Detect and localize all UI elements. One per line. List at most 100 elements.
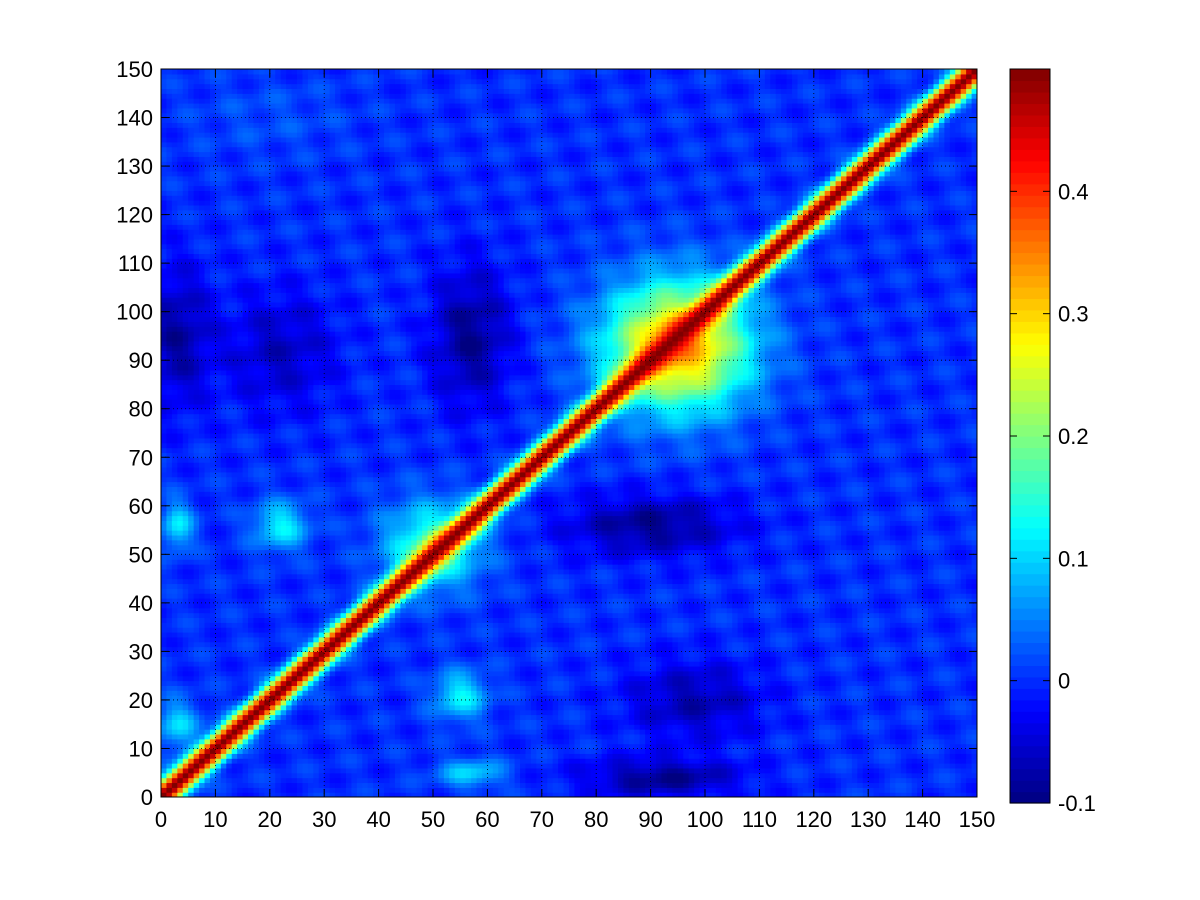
heatmap-cell [558, 768, 564, 773]
heatmap-cell [330, 729, 336, 734]
heatmap-cell [428, 758, 434, 763]
heatmap-cell [335, 778, 341, 783]
heatmap-cell [487, 773, 493, 778]
heatmap-cell [302, 773, 308, 778]
heatmap-cell [346, 773, 352, 778]
heatmap-cell [955, 744, 961, 749]
heatmap-cell [504, 734, 510, 739]
heatmap-cell [672, 768, 678, 773]
heatmap-cell [341, 739, 347, 744]
heatmap-cell [471, 758, 477, 763]
heatmap-cell [226, 748, 232, 753]
heatmap-cell [232, 753, 238, 758]
heatmap-cell [335, 739, 341, 744]
heatmap-cell [640, 734, 646, 739]
heatmap-cell [765, 768, 771, 773]
heatmap-cell [493, 768, 499, 773]
heatmap-cell [194, 758, 200, 763]
heatmap-cell [683, 778, 689, 783]
heatmap-cell [585, 763, 591, 768]
heatmap-cell [455, 753, 461, 758]
heatmap-cell [368, 734, 374, 739]
heatmap-cell [221, 729, 227, 734]
heatmap-cell [721, 758, 727, 763]
heatmap-cell [395, 734, 401, 739]
heatmap-cell [531, 768, 537, 773]
heatmap-cell [852, 763, 858, 768]
heatmap-cell [330, 758, 336, 763]
heatmap-cell [525, 729, 531, 734]
heatmap-cell [422, 787, 428, 792]
heatmap-cell [678, 778, 684, 783]
heatmap-cell [607, 748, 613, 753]
heatmap-cell [623, 778, 629, 783]
heatmap-cell [438, 763, 444, 768]
heatmap-cell [596, 787, 602, 792]
heatmap-cell [292, 758, 298, 763]
heatmap-cell [395, 748, 401, 753]
heatmap-cell [477, 739, 483, 744]
heatmap-cell [933, 787, 939, 792]
heatmap-cell [944, 763, 950, 768]
heatmap-cell [292, 773, 298, 778]
heatmap-cell [542, 758, 548, 763]
heatmap-cell [629, 782, 635, 787]
heatmap-cell [656, 753, 662, 758]
heatmap-cell [205, 763, 211, 768]
heatmap-cell [183, 734, 189, 739]
heatmap-cell [885, 739, 891, 744]
heatmap-cell [868, 748, 874, 753]
heatmap-cell [651, 787, 657, 792]
heatmap-cell [379, 753, 385, 758]
heatmap-cell [830, 773, 836, 778]
heatmap-cell [199, 744, 205, 749]
heatmap-cell [961, 782, 967, 787]
heatmap-cell [667, 753, 673, 758]
heatmap-cell [765, 758, 771, 763]
heatmap-cell [944, 739, 950, 744]
heatmap-cell [890, 773, 896, 778]
heatmap-cell [313, 768, 319, 773]
heatmap-cell [199, 763, 205, 768]
heatmap-cell [966, 782, 972, 787]
heatmap-cell [177, 734, 183, 739]
heatmap-cell [400, 739, 406, 744]
heatmap-cell [874, 744, 880, 749]
heatmap-cell [205, 748, 211, 753]
heatmap-cell [547, 744, 553, 749]
heatmap-cell [542, 748, 548, 753]
heatmap-cell [286, 739, 292, 744]
heatmap-cell [607, 734, 613, 739]
heatmap-cell [640, 778, 646, 783]
heatmap-cell [477, 753, 483, 758]
heatmap-cell [738, 787, 744, 792]
heatmap-cell [857, 739, 863, 744]
heatmap-cell [634, 753, 640, 758]
heatmap-cell [906, 763, 912, 768]
heatmap-cell [395, 782, 401, 787]
heatmap-cell [667, 778, 673, 783]
heatmap-cell [950, 734, 956, 739]
heatmap-cell [324, 773, 330, 778]
heatmap-cell [194, 739, 200, 744]
heatmap-cell [232, 758, 238, 763]
heatmap-cell [455, 739, 461, 744]
heatmap-cell [493, 787, 499, 792]
heatmap-cell [248, 748, 254, 753]
heatmap-cell [852, 758, 858, 763]
heatmap-cell [651, 758, 657, 763]
heatmap-cell [292, 753, 298, 758]
heatmap-cell [292, 782, 298, 787]
heatmap-cell [286, 768, 292, 773]
heatmap-cell [732, 753, 738, 758]
heatmap-cell [477, 758, 483, 763]
heatmap-cell [417, 758, 423, 763]
heatmap-cell [645, 758, 651, 763]
heatmap-cell [438, 773, 444, 778]
heatmap-cell [286, 782, 292, 787]
heatmap-cell [498, 768, 504, 773]
heatmap-cell [792, 782, 798, 787]
heatmap-cell [661, 758, 667, 763]
heatmap-cell [161, 758, 167, 763]
heatmap-cell [275, 739, 281, 744]
